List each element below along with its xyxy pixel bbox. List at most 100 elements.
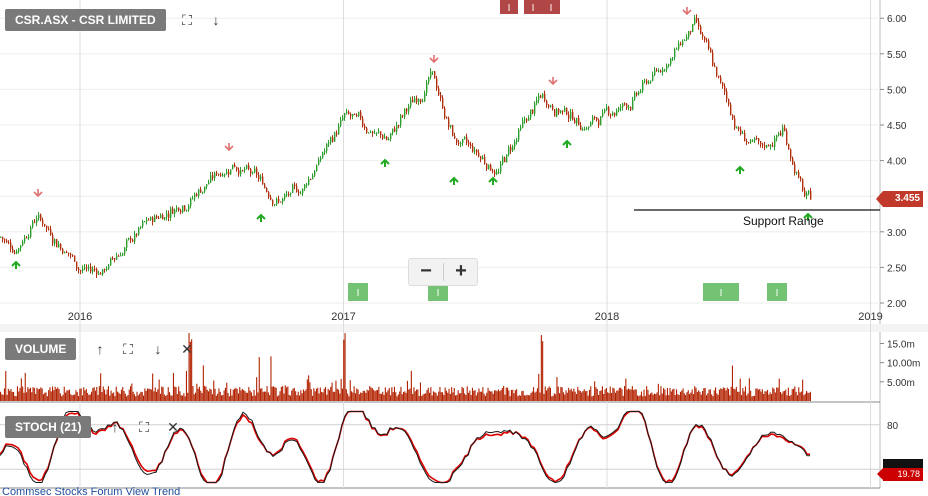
candle-body — [804, 190, 806, 196]
candle-body — [790, 149, 792, 159]
volume-bar — [466, 386, 468, 401]
candle-body — [40, 214, 42, 221]
volume-bar — [484, 395, 486, 401]
candle-body — [158, 217, 160, 219]
expand-icon[interactable]: ⛶ — [123, 341, 133, 357]
volume-bar — [18, 391, 20, 401]
candle-body — [670, 58, 672, 65]
candle-body — [638, 92, 640, 95]
candle-body — [728, 99, 730, 105]
volume-bar — [128, 389, 130, 401]
candle-body — [94, 268, 96, 270]
stoch-k-line — [0, 411, 811, 484]
volume-bar — [117, 391, 119, 401]
close-icon[interactable]: ✕ — [181, 341, 193, 357]
candle-body — [322, 152, 324, 159]
volume-bar — [668, 395, 670, 401]
volume-bar — [137, 395, 139, 401]
candle-body — [280, 201, 282, 203]
volume-bar — [631, 386, 633, 401]
candle-body — [628, 106, 630, 108]
candle-body — [232, 164, 234, 170]
candle-body — [52, 234, 54, 244]
expand-icon[interactable]: ⛶ — [139, 419, 149, 435]
candle-body — [510, 147, 512, 151]
volume-bar — [728, 389, 730, 401]
candle-body — [194, 194, 196, 199]
volume-bar — [63, 386, 65, 401]
volume-bar — [431, 395, 433, 401]
candle-body — [586, 128, 588, 130]
volume-bar — [439, 386, 441, 401]
candle-body — [198, 189, 200, 196]
volume-bar — [556, 377, 558, 401]
candle-body — [44, 223, 46, 226]
volume-bar — [232, 389, 234, 401]
volume-bar — [118, 392, 120, 401]
candle-body — [596, 117, 598, 121]
candle-body — [288, 194, 290, 196]
volume-bar — [707, 393, 709, 401]
volume-bar — [427, 387, 429, 401]
volume-bar — [551, 396, 553, 401]
expand-icon[interactable]: ⛶ — [182, 12, 192, 28]
volume-bar — [236, 388, 238, 401]
candle-body — [192, 198, 194, 200]
volume-bar — [11, 391, 13, 401]
signal-down-arrow — [682, 7, 692, 16]
candle-body — [532, 109, 534, 114]
arrow-down-icon[interactable]: ↓ — [154, 341, 162, 357]
candle-body — [740, 129, 742, 134]
volume-bar — [604, 389, 606, 401]
volume-bar — [196, 383, 198, 401]
volume-bar — [594, 381, 596, 401]
volume-bar — [458, 393, 460, 401]
candle-body — [134, 233, 136, 242]
candle-body — [384, 136, 386, 139]
candle-body — [208, 182, 210, 185]
candle-body — [62, 248, 64, 254]
candle-body — [690, 31, 692, 33]
volume-bar — [538, 373, 540, 401]
candle-body — [696, 17, 698, 22]
volume-bar — [690, 392, 692, 401]
volume-bar — [642, 396, 644, 401]
volume-bar — [36, 387, 38, 401]
candle-body — [486, 163, 488, 170]
candle-body — [292, 184, 294, 193]
volume-bar — [332, 391, 334, 401]
candle-body — [228, 171, 230, 175]
volume-bar — [115, 386, 117, 401]
volume-bar — [28, 388, 30, 401]
stoch-label[interactable]: STOCH (21) — [5, 416, 92, 438]
arrow-down-icon[interactable]: ↓ — [212, 12, 220, 28]
arrow-up-icon[interactable]: ↑ — [96, 341, 104, 357]
volume-bar — [482, 387, 484, 401]
candle-body — [570, 112, 572, 119]
volume-bar — [747, 393, 749, 401]
volume-bar — [257, 392, 259, 401]
zoom-out-button[interactable]: − — [420, 260, 432, 282]
volume-bar — [517, 396, 519, 401]
arrow-up-icon[interactable]: ↑ — [111, 419, 119, 435]
zoom-in-button[interactable]: + — [455, 260, 467, 282]
candle-body — [480, 156, 482, 160]
volume-bar — [752, 395, 754, 401]
close-icon[interactable]: ✕ — [167, 419, 179, 435]
candle-body — [254, 168, 256, 173]
candle-body — [290, 192, 292, 195]
volume-bar — [263, 391, 265, 401]
candle-body — [282, 198, 284, 202]
candle-body — [712, 52, 714, 66]
volume-label[interactable]: VOLUME — [5, 338, 77, 360]
candle-body — [806, 193, 808, 196]
volume-bar — [399, 391, 401, 401]
candle-body — [488, 164, 490, 170]
candle-body — [28, 236, 30, 238]
candle-body — [152, 217, 154, 222]
volume-bar — [61, 396, 63, 401]
candle-body — [746, 141, 748, 143]
symbol-label[interactable]: CSR.ASX - CSR LIMITED — [5, 9, 166, 31]
candle-body — [96, 269, 98, 275]
volume-bar — [193, 394, 195, 401]
